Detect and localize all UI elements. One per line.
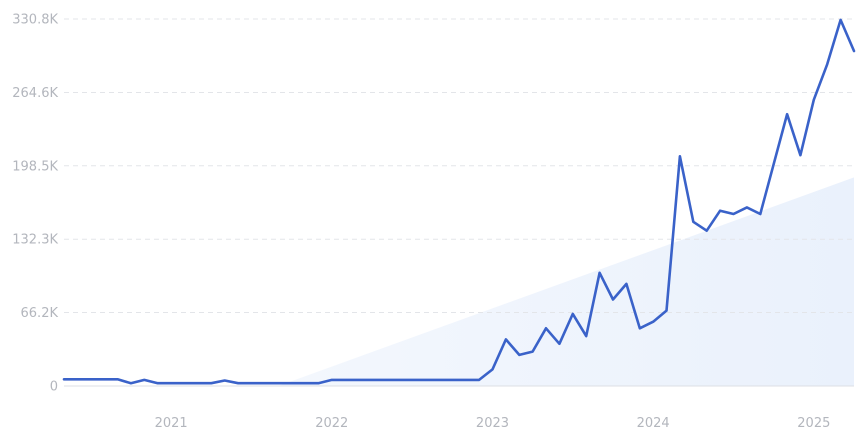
x-tick-label-3: 2024 (637, 416, 670, 431)
x-tick-label-2: 2023 (476, 416, 509, 431)
x-tick-label-0: 2021 (155, 416, 188, 431)
y-tick-label-5: 330.8K (12, 13, 58, 28)
y-tick-label-1: 66.2K (21, 306, 59, 321)
y-tick-label-2: 132.3K (12, 233, 58, 248)
y-tick-label-0: 0 (50, 380, 58, 395)
x-tick-label-4: 2025 (797, 416, 830, 431)
y-tick-label-3: 198.5K (12, 159, 58, 174)
y-tick-label-4: 264.6K (12, 86, 58, 101)
trend-area (278, 177, 854, 386)
series-line-0 (62, 18, 856, 385)
x-tick-label-1: 2022 (315, 416, 348, 431)
